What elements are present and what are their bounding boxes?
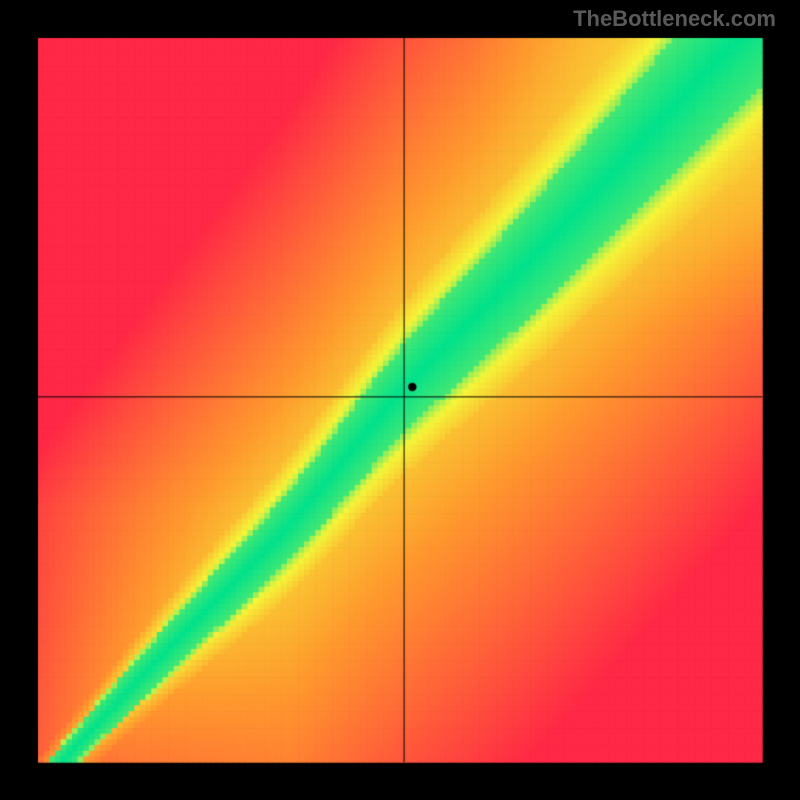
bottleneck-heatmap (0, 0, 800, 800)
chart-container: TheBottleneck.com (0, 0, 800, 800)
watermark-text: TheBottleneck.com (573, 6, 776, 32)
